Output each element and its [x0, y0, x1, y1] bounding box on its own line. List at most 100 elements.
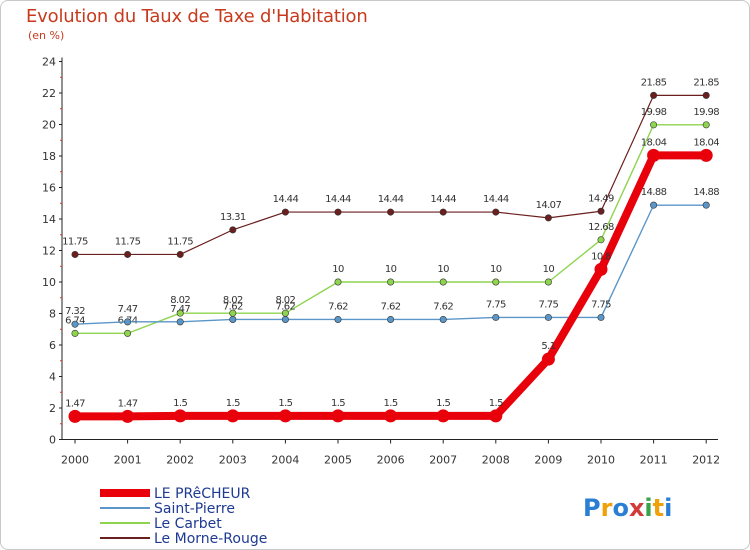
data-point — [439, 315, 447, 323]
data-point — [597, 207, 605, 215]
data-label: 11.75 — [62, 236, 88, 247]
data-label: 10 — [543, 264, 555, 275]
data-point — [387, 315, 395, 323]
data-point — [492, 278, 500, 286]
data-point — [650, 201, 658, 209]
data-label: 13.31 — [220, 212, 246, 223]
y-tick-label: 16 — [42, 182, 56, 195]
x-tick-label: 2007 — [429, 454, 457, 467]
logo-letter: r — [601, 494, 613, 522]
legend-label: Saint-Pierre — [154, 501, 235, 517]
data-point — [702, 201, 710, 209]
data-point — [124, 318, 132, 326]
data-point — [384, 409, 398, 423]
data-label: 7.75 — [591, 299, 611, 310]
data-label: 1.5 — [278, 398, 292, 409]
data-point — [331, 409, 345, 423]
data-label: 12.68 — [588, 222, 614, 233]
data-label: 10 — [332, 264, 344, 275]
data-label: 1.5 — [436, 398, 450, 409]
data-label: 5.1 — [541, 341, 555, 352]
data-point — [71, 250, 79, 258]
x-tick-label: 2012 — [692, 454, 720, 467]
data-label: 8.02 — [170, 295, 190, 306]
data-label: 14.44 — [325, 194, 351, 205]
logo-letter: i — [664, 494, 672, 522]
logo-letter: P — [583, 494, 601, 522]
logo-letter: i — [644, 494, 652, 522]
data-point — [702, 121, 710, 129]
legend-label: LE PRêCHEUR — [154, 486, 251, 502]
y-tick-label: 2 — [49, 402, 56, 415]
data-label: 11.75 — [115, 236, 141, 247]
data-label: 21.85 — [693, 77, 719, 88]
data-label: 1.5 — [331, 398, 345, 409]
y-tick-label: 4 — [49, 371, 56, 384]
data-point — [544, 214, 552, 222]
data-point — [387, 278, 395, 286]
data-point — [173, 409, 187, 423]
logo-letter: x — [629, 494, 645, 522]
y-tick-label: 12 — [42, 245, 56, 258]
data-point — [121, 409, 135, 423]
data-label: 14.49 — [588, 193, 614, 204]
y-tick-label: 24 — [42, 56, 56, 69]
data-point — [597, 313, 605, 321]
data-point — [647, 148, 661, 162]
y-tick-label: 20 — [42, 119, 56, 132]
data-point — [281, 315, 289, 323]
data-point — [124, 329, 132, 337]
data-point — [71, 320, 79, 328]
data-label: 7.47 — [170, 304, 190, 315]
data-label: 1.5 — [384, 398, 398, 409]
data-point — [176, 309, 184, 317]
data-label: 7.32 — [65, 306, 85, 317]
legend-label: Le Morne-Rouge — [154, 531, 267, 547]
data-label: 10 — [490, 264, 502, 275]
y-tick-label: 0 — [49, 434, 56, 447]
data-label: 10 — [437, 264, 449, 275]
data-point — [387, 208, 395, 216]
data-label: 19.98 — [641, 107, 667, 118]
y-tick-label: 14 — [42, 213, 56, 226]
y-tick-label: 22 — [42, 87, 56, 100]
data-label: 7.75 — [486, 299, 506, 310]
data-label: 1.47 — [65, 398, 85, 409]
data-point — [124, 250, 132, 258]
data-label: 10.8 — [591, 251, 611, 262]
data-point — [334, 208, 342, 216]
data-label: 14.44 — [483, 194, 509, 205]
data-point — [229, 226, 237, 234]
data-label: 1.5 — [173, 398, 187, 409]
data-point — [334, 315, 342, 323]
data-point — [281, 208, 289, 216]
x-tick-label: 2011 — [640, 454, 668, 467]
data-point — [278, 409, 292, 423]
data-point — [597, 236, 605, 244]
x-tick-label: 2002 — [166, 454, 194, 467]
logo-letter: o — [612, 494, 629, 522]
proxiti-logo: Proxiti — [583, 494, 672, 522]
x-tick-label: 2008 — [482, 454, 510, 467]
data-label: 21.85 — [641, 77, 667, 88]
y-tick-label: 18 — [42, 150, 56, 163]
data-point — [68, 409, 82, 423]
y-tick-label: 6 — [49, 339, 56, 352]
x-tick-label: 2010 — [587, 454, 615, 467]
x-tick-label: 2000 — [61, 454, 89, 467]
data-point — [650, 121, 658, 129]
chart-title: Evolution du Taux de Taxe d'Habitation — [26, 6, 368, 27]
chart-subtitle: (en %) — [28, 29, 65, 42]
data-label: 14.88 — [641, 187, 667, 198]
data-label: 14.88 — [693, 187, 719, 198]
data-point — [334, 278, 342, 286]
data-point — [176, 250, 184, 258]
logo-letter: t — [653, 494, 664, 522]
data-point — [176, 318, 184, 326]
x-tick-label: 2006 — [377, 454, 405, 467]
data-label: 7.62 — [275, 301, 295, 312]
data-label: 1.47 — [118, 398, 138, 409]
data-point — [541, 352, 555, 366]
data-point — [594, 262, 608, 276]
